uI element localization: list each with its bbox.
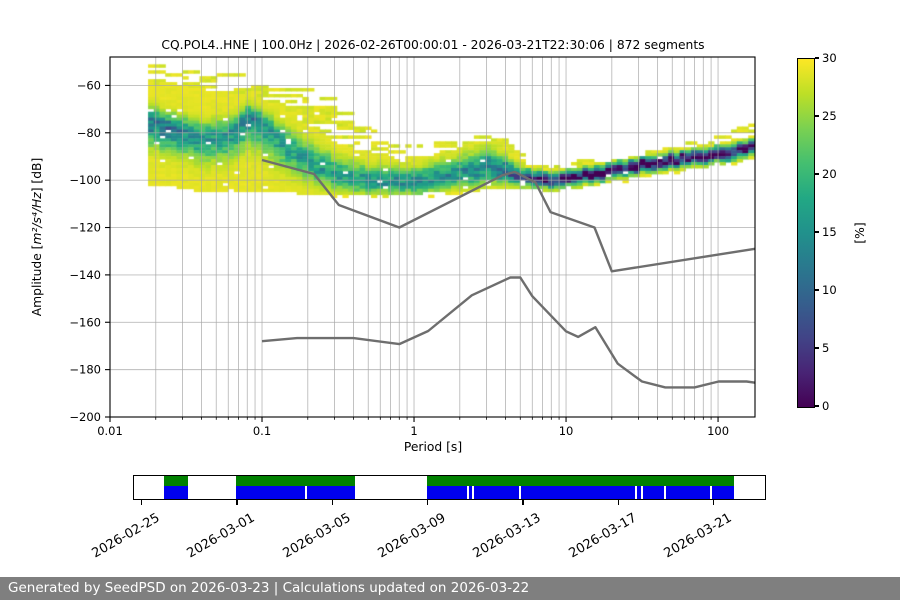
timeline-coverage-segment <box>235 476 356 486</box>
nlnm-noise-model-line <box>261 276 756 389</box>
plot-axes: 0.01 0.1 1 10 100 −60 −80 −100 −120 −140 −160 −180 −… <box>69 56 756 438</box>
colorbar-tick-label: 15 <box>822 225 837 239</box>
timeline-coverage-segment <box>235 486 306 499</box>
nhnm-noise-model-line <box>261 158 756 273</box>
y-tick-label: −140 <box>69 268 101 282</box>
x-tick-label: 0.01 <box>97 424 123 438</box>
colorbar-tick-label: 20 <box>822 167 837 181</box>
plot-border <box>109 56 756 418</box>
timeline-tick <box>713 500 715 505</box>
x-axis-label: Period [s] <box>403 440 463 454</box>
y-tick-label: −60 <box>77 78 101 92</box>
y-axis-label-suffix: ] [dB] <box>30 157 44 193</box>
colorbar-tick <box>815 231 819 233</box>
timeline-coverage-segment <box>637 486 642 499</box>
timeline-coverage-segment <box>307 486 356 499</box>
timeline-tick <box>427 500 429 505</box>
y-axis-label-units: m²/s⁴/Hz <box>30 192 44 245</box>
timeline-coverage-segment <box>643 486 665 499</box>
timeline-coverage-segment <box>163 476 188 486</box>
colorbar-tick-label: 10 <box>822 283 837 297</box>
footer-text: Generated by SeedPSD on 2026-03-23 | Cal… <box>8 580 530 596</box>
timeline-coverage-segment <box>520 486 636 499</box>
timeline-coverage-segment <box>163 486 188 499</box>
ppsd-heatmap <box>110 57 755 417</box>
timeline-coverage-segment <box>666 486 711 499</box>
y-tick-label: −120 <box>69 221 101 235</box>
colorbar-tick <box>815 57 819 59</box>
timeline-tick <box>617 500 620 505</box>
timeline-coverage-segment <box>427 476 735 486</box>
y-axis-label: Amplitude [m²/s⁴/Hz] [dB] <box>30 158 44 317</box>
y-axis-label-prefix: Amplitude [ <box>30 244 44 317</box>
colorbar-tick-label: 30 <box>822 51 837 65</box>
coverage-timeline <box>133 475 766 500</box>
colorbar-tick-label: 5 <box>822 341 830 355</box>
colorbar-tick <box>815 405 819 407</box>
timeline-coverage-segment <box>473 486 519 499</box>
plot-title: CQ.POL4..HNE | 100.0Hz | 2026-02-26T00:0… <box>161 38 705 52</box>
colorbar <box>797 58 815 408</box>
y-tick-label: −160 <box>69 315 101 329</box>
x-tick-label: 100 <box>707 424 729 438</box>
y-tick-label: −80 <box>77 126 101 140</box>
timeline-tick <box>140 500 143 505</box>
timeline-coverage-segment <box>712 486 735 499</box>
x-tick-label: 0.1 <box>253 424 271 438</box>
colorbar-tick <box>815 347 819 349</box>
colorbar-tick <box>815 289 819 291</box>
colorbar-tick-label: 0 <box>822 399 830 413</box>
timeline-tick <box>522 500 524 505</box>
colorbar-tick <box>815 115 819 117</box>
timeline-coverage-segment <box>468 486 472 499</box>
timeline-tick <box>331 500 333 505</box>
footer-bar: Generated by SeedPSD on 2026-03-23 | Cal… <box>0 577 900 600</box>
x-tick-label: 1 <box>410 424 417 438</box>
y-tick-label: −100 <box>69 173 101 187</box>
x-tick-label: 10 <box>559 424 574 438</box>
colorbar-tick <box>815 173 819 175</box>
y-tick-label: −180 <box>69 363 101 377</box>
colorbar-label: [%] <box>853 222 867 244</box>
y-tick-label: −200 <box>69 410 101 424</box>
timeline-tick <box>236 500 238 505</box>
colorbar-tick-label: 25 <box>822 109 837 123</box>
timeline-coverage-segment <box>427 486 467 499</box>
